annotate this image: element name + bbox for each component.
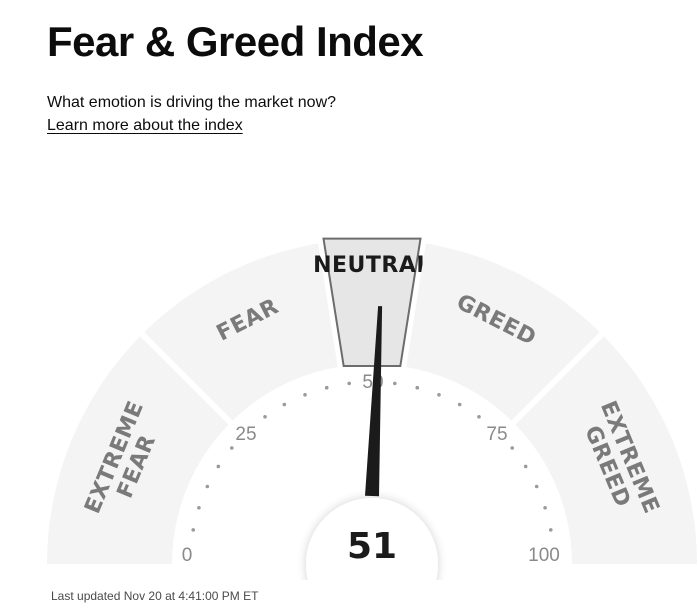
scale-dot: [229, 446, 234, 450]
scale-dot: [415, 385, 420, 390]
scale-dot: [534, 484, 539, 489]
scale-dot: [548, 528, 553, 532]
scale-dot: [437, 392, 441, 397]
scale-dot: [347, 381, 351, 386]
page-title: Fear & Greed Index: [47, 18, 424, 65]
scale-dot: [263, 414, 267, 419]
page-subtitle: What emotion is driving the market now?: [47, 94, 337, 111]
segment-label-neutral: NEUTRAL: [313, 253, 431, 278]
scale-dot: [393, 381, 397, 386]
gauge-needle: [365, 306, 383, 497]
tick-label-75: 75: [486, 424, 507, 445]
fear-greed-gauge: EXTREMEFEARFEARNEUTRALGREEDEXTREMEGREED …: [47, 237, 697, 580]
scale-dot: [205, 484, 210, 489]
segment-extreme-fear: [47, 336, 229, 564]
scale-dot: [303, 392, 307, 397]
scale-dot: [523, 464, 528, 469]
learn-more-link[interactable]: Learn more about the index: [47, 117, 243, 134]
gauge-hub: [306, 498, 438, 580]
tick-label-0: 0: [182, 545, 193, 566]
scale-dot: [543, 505, 547, 510]
scale-dot: [457, 402, 462, 407]
scale-dot: [477, 414, 481, 419]
scale-dot: [324, 385, 329, 390]
scale-dot: [282, 402, 287, 407]
segment-fear: [144, 243, 338, 421]
tick-label-25: 25: [235, 424, 256, 445]
last-updated-text: Last updated Nov 20 at 4:41:00 PM ET: [51, 589, 259, 603]
scale-dot: [197, 505, 201, 510]
scale-dot: [191, 528, 196, 532]
score-value: 51: [347, 526, 397, 567]
segment-greed: [406, 243, 600, 421]
segment-neutral: [322, 237, 422, 368]
tick-label-100: 100: [528, 545, 560, 566]
segment-extreme-greed: [515, 336, 697, 564]
scale-dot: [216, 464, 221, 469]
scale-dot: [510, 446, 515, 450]
